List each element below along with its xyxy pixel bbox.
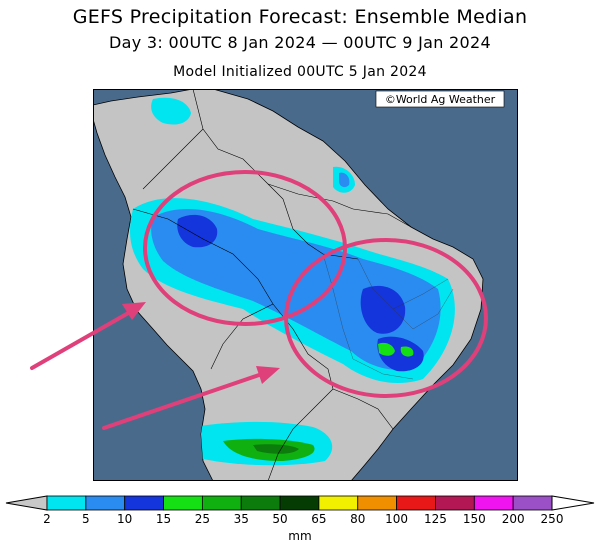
colorbar-swatch bbox=[473, 495, 514, 511]
colorbar-swatch bbox=[85, 495, 126, 511]
colorbar-tick-label: 15 bbox=[155, 512, 172, 526]
colorbar-swatch bbox=[357, 495, 398, 511]
state-borders bbox=[322, 253, 454, 380]
colorbar-tick-label: 50 bbox=[272, 512, 288, 526]
colorbar-tick-label: 200 bbox=[501, 512, 525, 526]
colorbar-swatch bbox=[46, 495, 87, 511]
colorbar-swatch bbox=[396, 495, 436, 511]
colorbar-swatch bbox=[201, 495, 242, 511]
colorbar-swatch bbox=[318, 495, 359, 511]
map-frame bbox=[93, 89, 518, 481]
annotation-arrow-2 bbox=[102, 366, 280, 430]
copyright-text: ©World Ag Weather bbox=[385, 93, 496, 106]
colorbar-tick-label: 65 bbox=[311, 512, 327, 526]
colorbar-tick-label: 150 bbox=[462, 512, 486, 526]
colorbar-tick-label: 2 bbox=[43, 512, 51, 526]
colorbar-tick-label: 10 bbox=[117, 512, 133, 526]
colorbar-swatch bbox=[240, 495, 281, 511]
colorbar-tick-label: 125 bbox=[424, 512, 447, 526]
colorbar-above-triangle bbox=[551, 495, 595, 511]
model-init-time: Model Initialized 00UTC 5 Jan 2024 bbox=[173, 64, 427, 80]
colorbar-tick-label: 100 bbox=[385, 512, 409, 526]
annotation-arrow-1 bbox=[30, 302, 146, 370]
colorbar-tick-label: 35 bbox=[233, 512, 249, 526]
colorbar-tick-label: 5 bbox=[82, 512, 90, 526]
colorbar-unit: mm bbox=[288, 529, 312, 543]
colorbar-tick-label: 250 bbox=[540, 512, 564, 526]
colorbar-swatch bbox=[124, 495, 164, 511]
colorbar-swatch bbox=[435, 495, 475, 511]
copyright-box bbox=[375, 90, 505, 108]
map-title: GEFS Precipitation Forecast: Ensemble Me… bbox=[72, 6, 528, 28]
annotation-circle-brazil bbox=[284, 238, 488, 398]
colorbar-tick-label: 25 bbox=[194, 512, 211, 526]
colorbar-below-triangle bbox=[5, 495, 48, 511]
colorbar-swatch bbox=[279, 495, 320, 511]
forecast-period: Day 3: 00UTC 8 Jan 2024 — 00UTC 9 Jan 20… bbox=[109, 33, 491, 52]
colorbar-swatch bbox=[512, 495, 553, 511]
colorbar-tick-label: 80 bbox=[350, 512, 366, 526]
colorbar-swatch bbox=[163, 495, 203, 511]
